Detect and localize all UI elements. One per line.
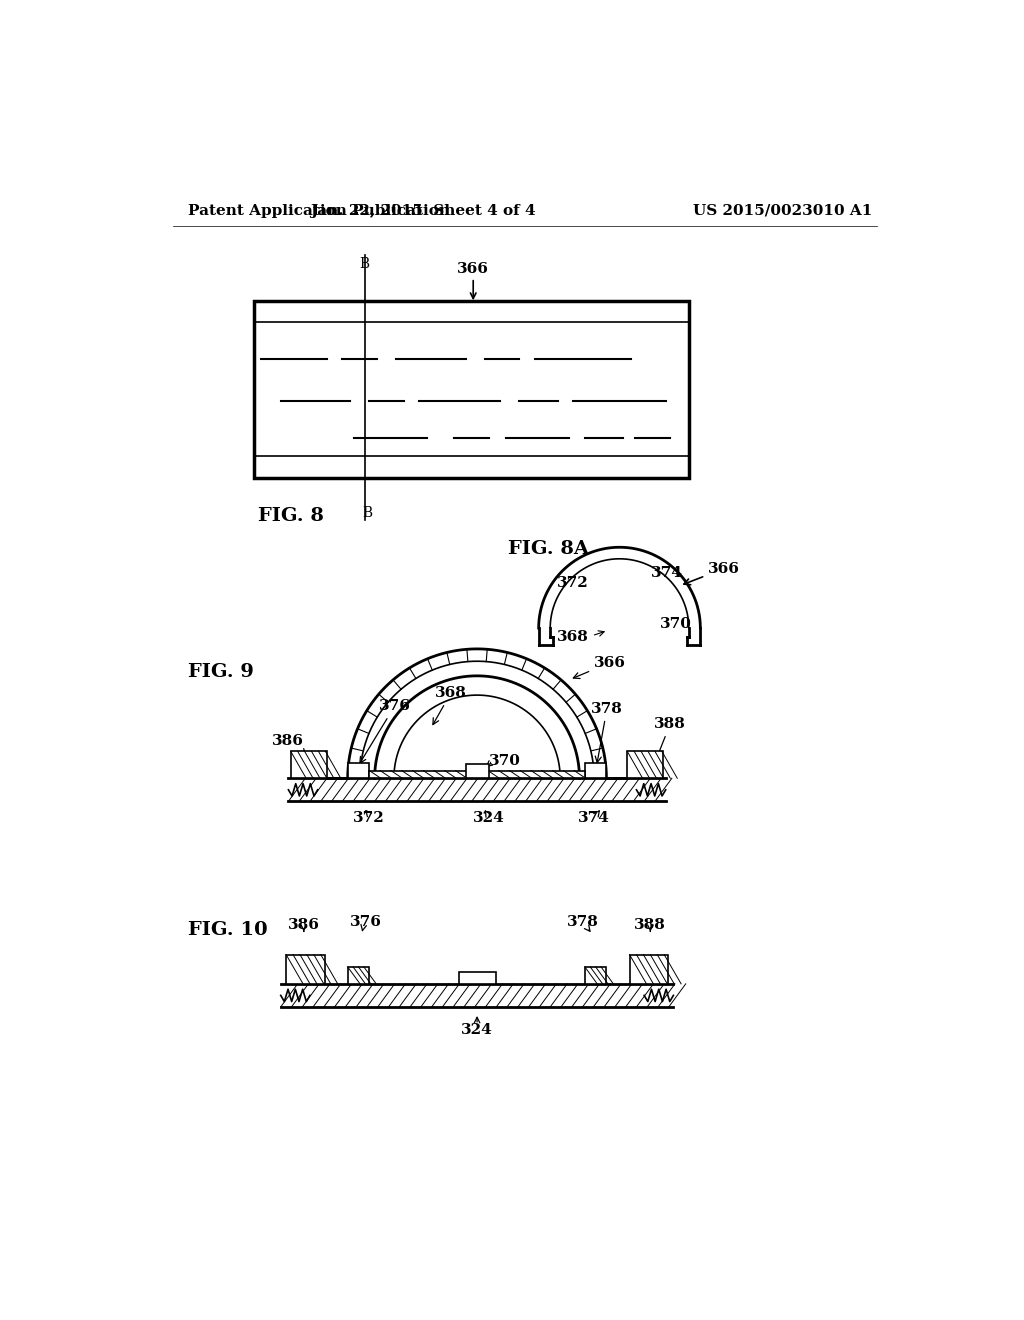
Text: 366: 366: [684, 562, 740, 585]
Text: 386: 386: [288, 917, 319, 932]
Text: 388: 388: [635, 917, 667, 932]
Text: 366: 366: [573, 656, 626, 678]
Text: 324: 324: [461, 1023, 493, 1038]
Text: 378: 378: [591, 702, 623, 763]
Text: 374: 374: [579, 812, 610, 825]
Text: 378: 378: [567, 915, 599, 929]
Bar: [459, 973, 496, 983]
Text: Patent Application Publication: Patent Application Publication: [188, 203, 451, 218]
Text: B: B: [362, 506, 373, 520]
Text: Jan. 22, 2015  Sheet 4 of 4: Jan. 22, 2015 Sheet 4 of 4: [310, 203, 536, 218]
Text: 370: 370: [488, 754, 520, 768]
Text: 370: 370: [659, 618, 691, 631]
Bar: [585, 966, 606, 983]
Bar: [628, 751, 664, 779]
Text: FIG. 10: FIG. 10: [188, 921, 268, 939]
Text: US 2015/0023010 A1: US 2015/0023010 A1: [692, 203, 872, 218]
Text: B: B: [358, 257, 369, 271]
Text: 366: 366: [458, 261, 489, 276]
Bar: [254, 301, 689, 478]
Bar: [348, 966, 370, 983]
Bar: [291, 751, 327, 779]
Text: FIG. 9: FIG. 9: [188, 663, 254, 681]
Text: 376: 376: [349, 915, 381, 929]
Text: 368: 368: [433, 686, 467, 725]
Text: 372: 372: [557, 577, 589, 590]
Bar: [370, 771, 585, 779]
Text: FIG. 8: FIG. 8: [258, 507, 324, 525]
Text: 324: 324: [473, 812, 505, 825]
Text: 374: 374: [651, 566, 683, 579]
Text: 388: 388: [654, 717, 686, 760]
Bar: [585, 763, 606, 779]
Bar: [348, 763, 370, 779]
Bar: [286, 954, 325, 983]
Text: FIG. 8A: FIG. 8A: [508, 540, 589, 558]
Bar: [466, 764, 488, 779]
Text: 386: 386: [272, 734, 304, 748]
Text: 368: 368: [557, 631, 589, 644]
Bar: [630, 954, 668, 983]
Text: 376: 376: [359, 700, 411, 763]
Text: 372: 372: [353, 812, 385, 825]
